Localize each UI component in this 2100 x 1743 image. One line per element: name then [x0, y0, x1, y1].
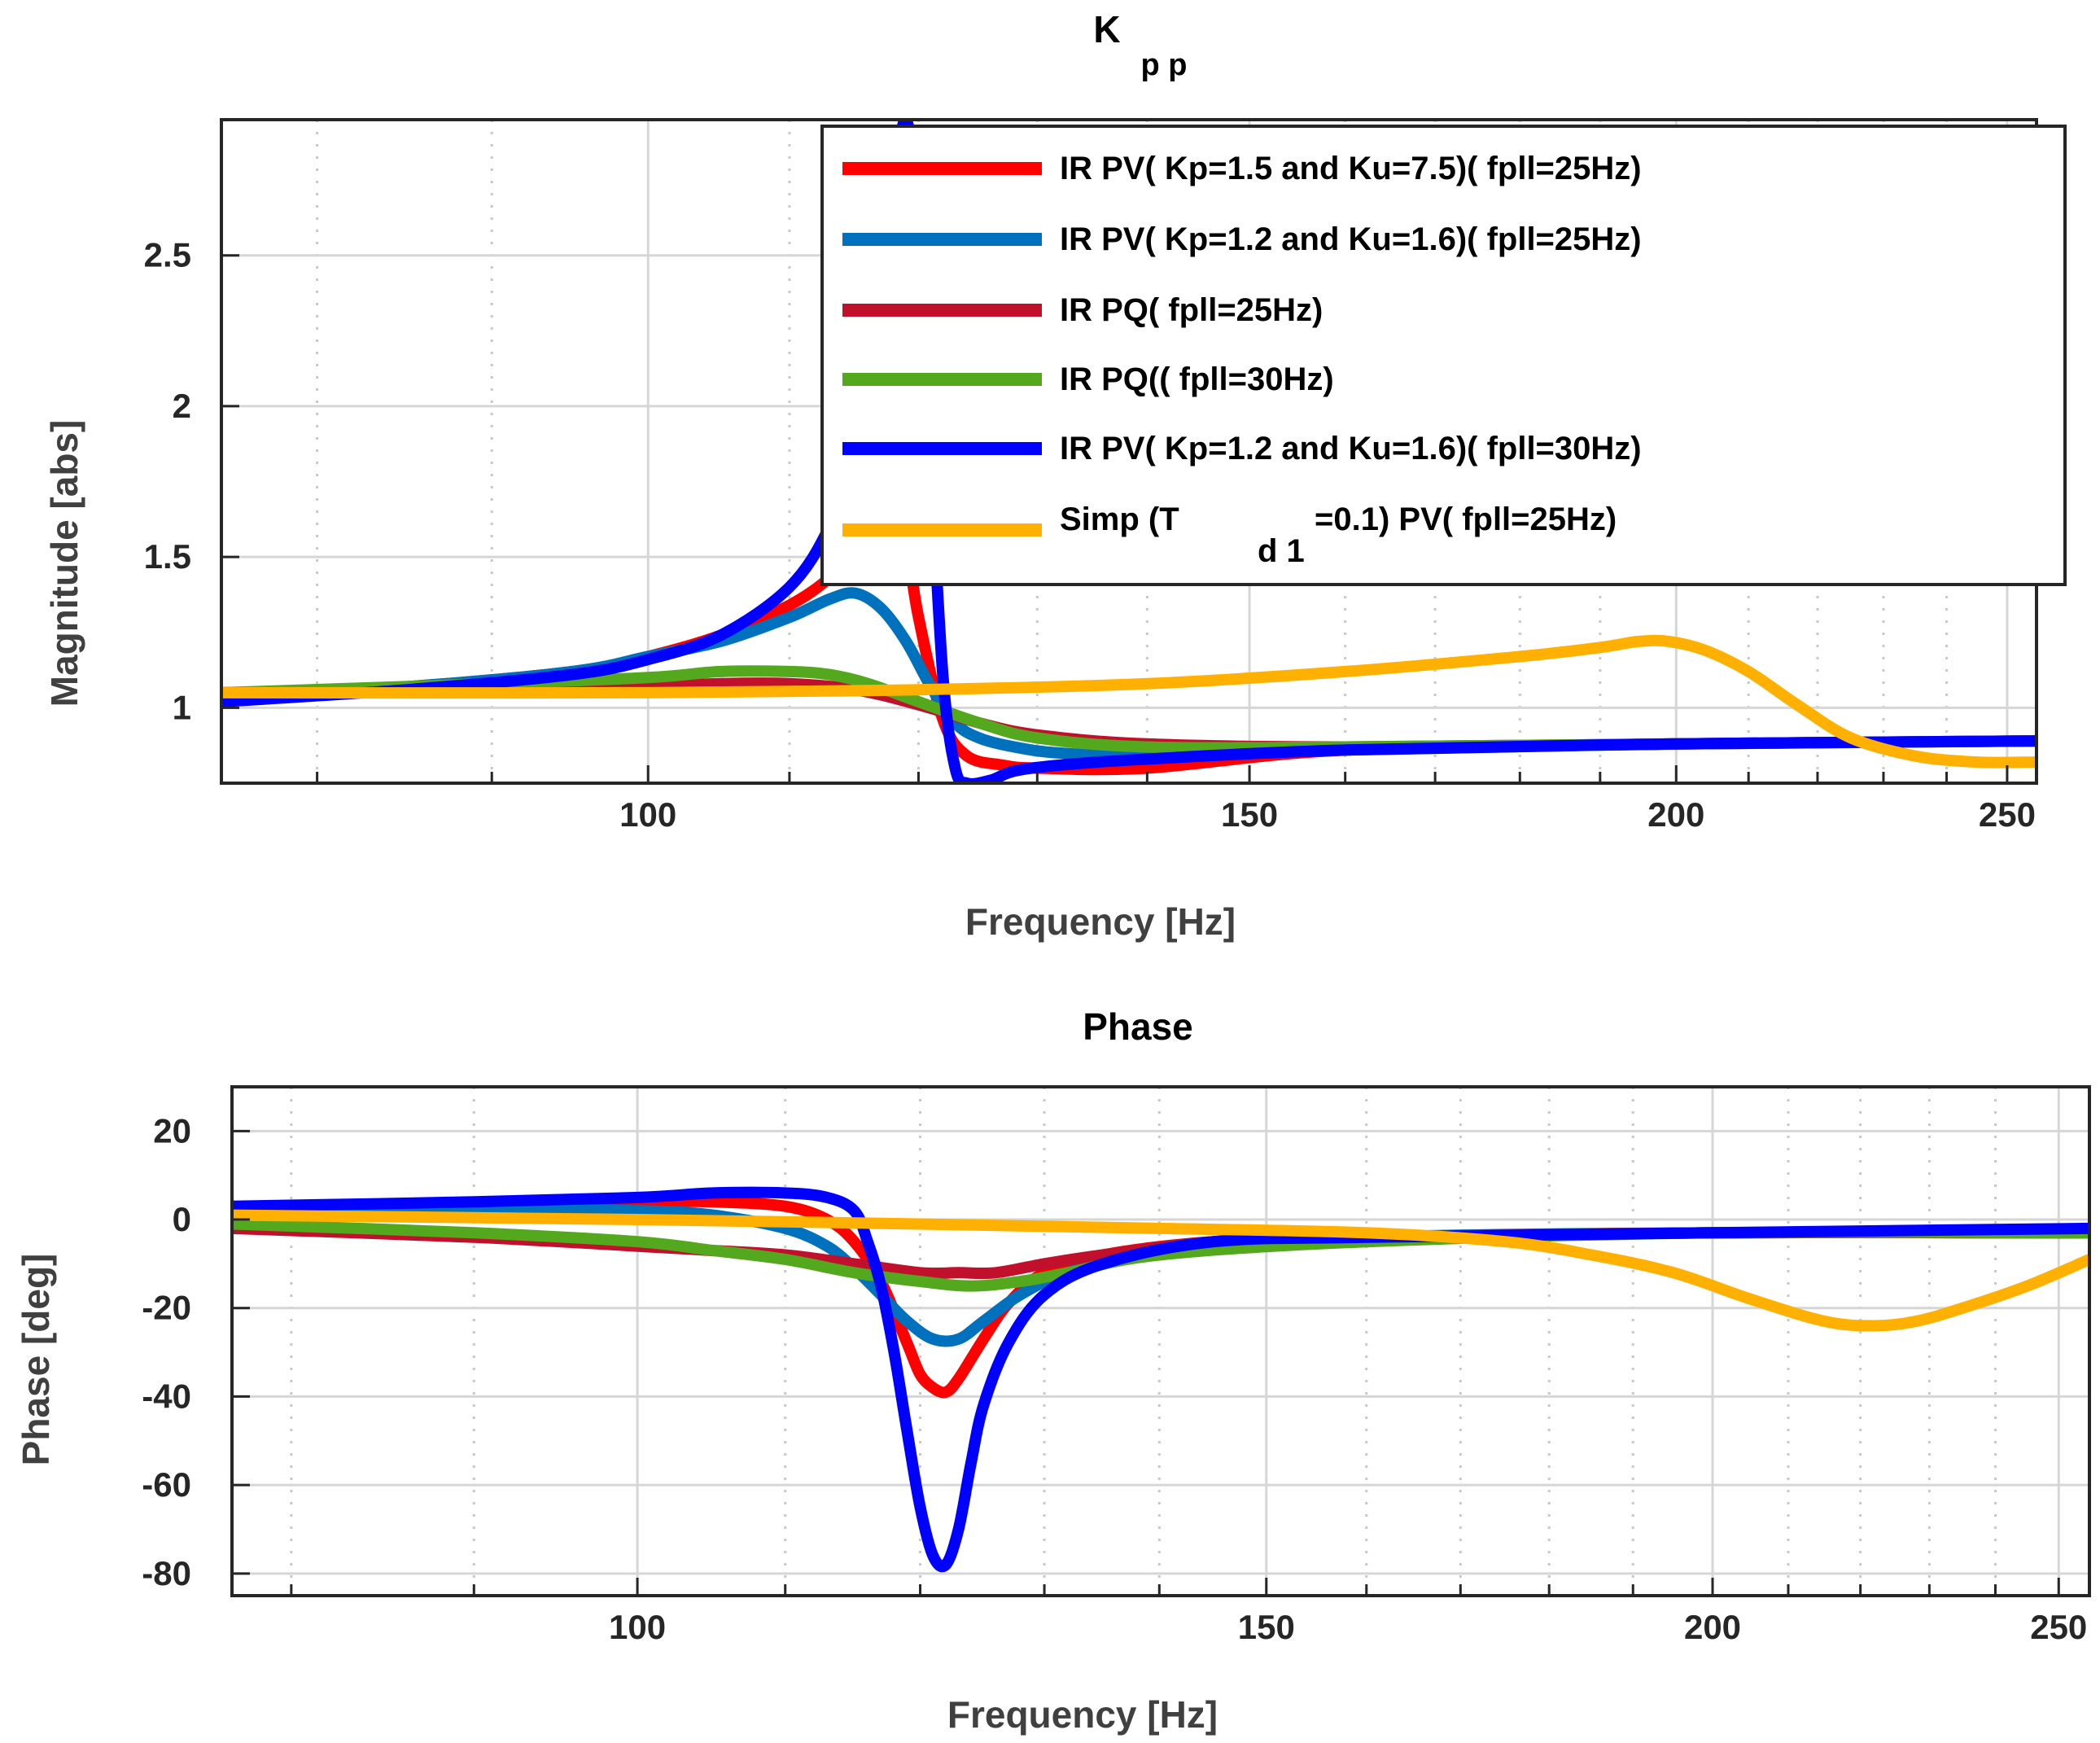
magnitude-x-axis-label: Frequency [Hz]: [965, 900, 1236, 943]
phase-series-6-line: [232, 1209, 2089, 1332]
legend-entry: IR PV( Kp=1.5 and Ku=7.5)( fpll=25Hz): [842, 151, 1642, 186]
magnitude-y-tick-label: 1.5: [144, 537, 191, 576]
phase-y-tick-label: -40: [142, 1377, 191, 1415]
magnitude-ticks: 100 150 200 250 1 1.5 2 2.5: [144, 236, 2036, 834]
phase-y-tick-label: 0: [173, 1200, 191, 1238]
magnitude-series-6-line: [221, 634, 2037, 769]
legend-label: IR PV( Kp=1.5 and Ku=7.5)( fpll=25Hz): [1060, 151, 1642, 186]
phase-y-tick-label: 20: [153, 1111, 191, 1150]
phase-y-tick-label: -60: [142, 1465, 191, 1504]
phase-y-axis-label: Phase [deg]: [15, 1254, 57, 1466]
magnitude-title-subscript: p p: [1141, 48, 1188, 82]
legend-entry: IR PQ(( fpll=30Hz): [842, 361, 1334, 397]
phase-y-tick-label: -20: [142, 1289, 191, 1327]
magnitude-y-axis-label: Magnitude [abs]: [43, 420, 85, 707]
phase-series-5-line: [232, 1186, 2089, 1573]
magnitude-x-tick-label: 250: [1979, 795, 2036, 834]
magnitude-y-tick-label: 2.5: [144, 236, 191, 274]
phase-title: Phase: [1083, 1005, 1193, 1048]
magnitude-y-tick-label: 1: [173, 688, 191, 726]
magnitude-series-2-line: [221, 587, 2037, 762]
phase-x-axis-label: Frequency [Hz]: [947, 1693, 1218, 1736]
legend-entry: Simp (T d 1 =0.1) PV( fpll=25Hz): [842, 501, 1617, 569]
legend-label-subscript: d 1: [1258, 533, 1305, 569]
phase-series-group: [232, 1186, 2089, 1573]
phase-y-tick-label: -80: [142, 1554, 191, 1592]
legend-label: IR PV( Kp=1.2 and Ku=1.6)( fpll=25Hz): [1060, 221, 1642, 257]
magnitude-x-tick-label: 100: [619, 795, 676, 834]
phase-grid: [232, 1087, 2089, 1596]
phase-plot-frame: [230, 1085, 2091, 1597]
legend-label: Simp (T: [1060, 501, 1179, 537]
phase-x-tick-label: 150: [1238, 1608, 1295, 1646]
legend-label: IR PV( Kp=1.2 and Ku=1.6)( fpll=30Hz): [1060, 431, 1642, 466]
legend-entry: IR PQ( fpll=25Hz): [842, 292, 1323, 328]
legend-label: IR PQ(( fpll=30Hz): [1060, 361, 1334, 397]
legend-box: [820, 125, 2067, 586]
magnitude-x-tick-label: 200: [1647, 795, 1704, 834]
phase-x-tick-label: 200: [1684, 1608, 1741, 1646]
legend: IR PV( Kp=1.5 and Ku=7.5)( fpll=25Hz) IR…: [820, 125, 2067, 586]
phase-x-tick-label: 250: [2030, 1608, 2087, 1646]
magnitude-x-tick-label: 150: [1221, 795, 1278, 834]
magnitude-title: K: [1093, 8, 1120, 50]
legend-label: IR PQ( fpll=25Hz): [1060, 292, 1323, 328]
magnitude-y-tick-label: 2: [173, 387, 191, 425]
legend-label-suffix: =0.1) PV( fpll=25Hz): [1315, 501, 1617, 537]
magnitude-chart: K p p 100 150 200 250 1 1.5 2 2.5 Frequency [Hz…: [43, 8, 2067, 943]
phase-x-tick-label: 100: [609, 1608, 666, 1646]
legend-entry: IR PV( Kp=1.2 and Ku=1.6)( fpll=30Hz): [842, 431, 1642, 466]
legend-entry: IR PV( Kp=1.2 and Ku=1.6)( fpll=25Hz): [842, 221, 1642, 257]
